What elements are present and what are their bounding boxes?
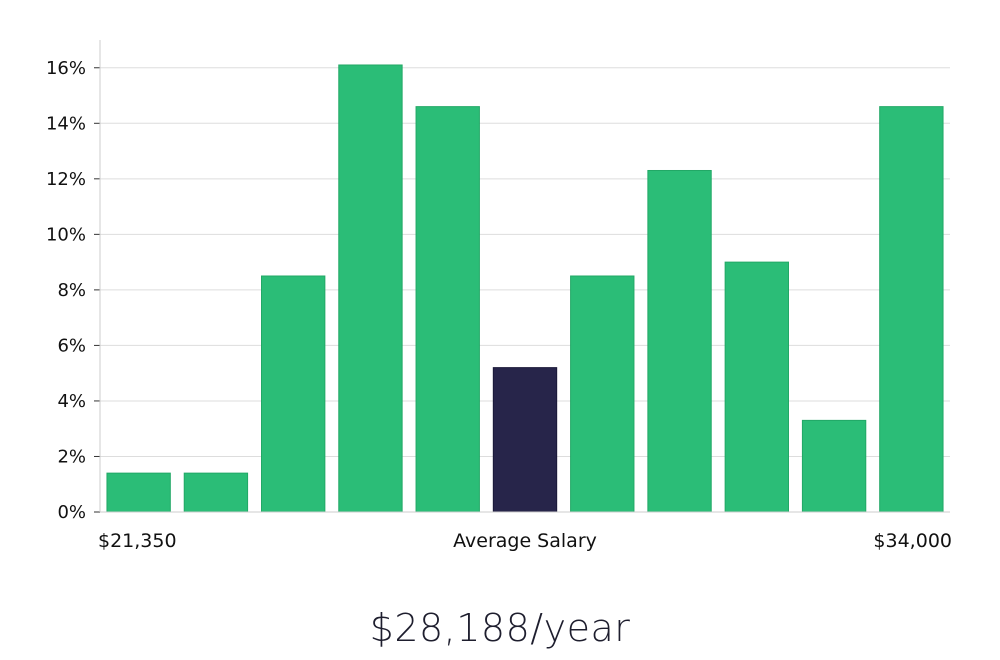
x-min-label: $21,350	[98, 530, 177, 552]
salary-histogram: 0% 2% 4% 6% 8% 10% 12% 14% 16% $21,350 Average S…	[46, 40, 952, 552]
bar	[183, 472, 249, 513]
bar	[801, 419, 867, 513]
bar	[647, 169, 712, 513]
y-tick-label: 10%	[46, 224, 86, 245]
y-tick-label: 4%	[57, 391, 86, 412]
x-max-label: $34,000	[873, 530, 952, 552]
bar	[106, 472, 171, 513]
y-tick-label: 6%	[57, 335, 86, 356]
bar	[261, 275, 326, 513]
y-tick-label: 0%	[57, 502, 86, 523]
bar-highlighted	[492, 367, 558, 513]
bar	[338, 64, 403, 513]
x-axis-title: Average Salary	[453, 530, 597, 552]
y-tick-label: 14%	[46, 113, 86, 134]
y-tick-label: 2%	[57, 446, 86, 467]
y-tick-label: 8%	[57, 280, 86, 301]
grid-lines	[100, 67, 950, 457]
y-tick-label: 12%	[46, 169, 86, 190]
average-salary-value: $28,188/year	[369, 606, 631, 650]
bars	[106, 64, 944, 513]
bar	[724, 261, 789, 513]
bar	[415, 106, 480, 513]
bar	[879, 106, 944, 513]
y-tick-labels: 0% 2% 4% 6% 8% 10% 12% 14% 16%	[46, 58, 100, 523]
y-tick-label: 16%	[46, 58, 86, 79]
bar	[570, 275, 635, 513]
